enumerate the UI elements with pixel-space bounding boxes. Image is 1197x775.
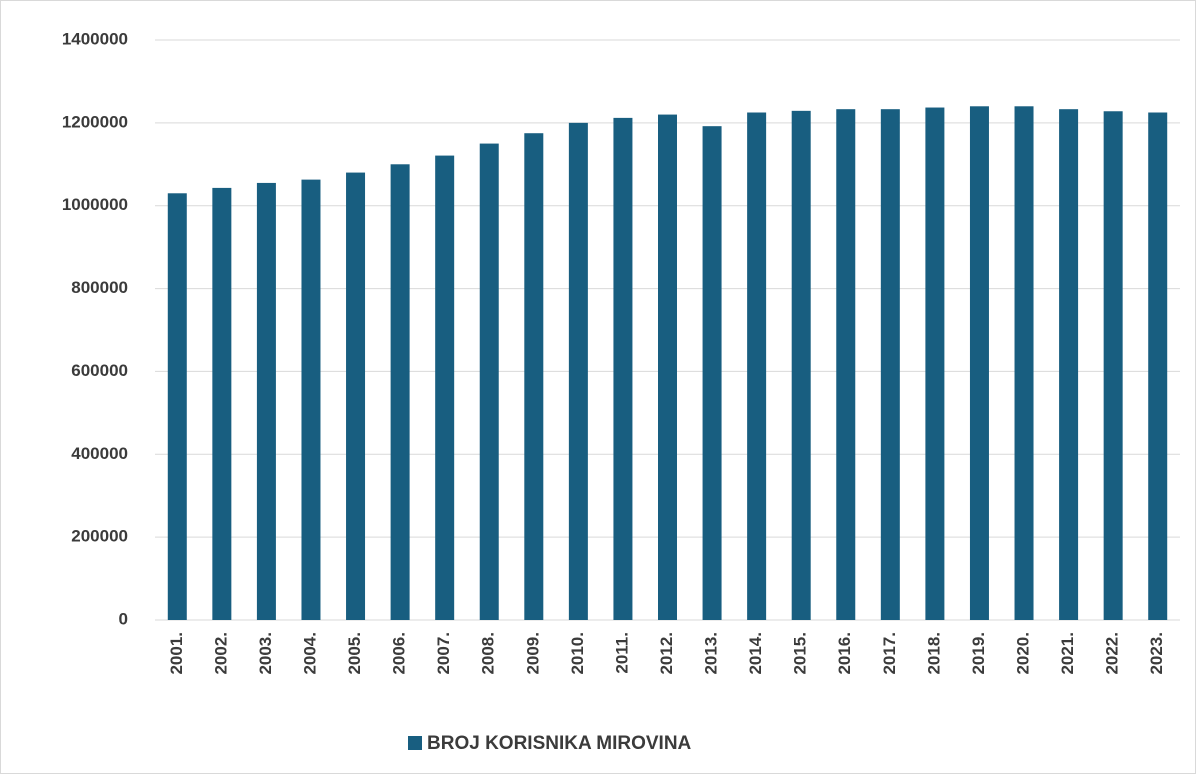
- x-tick-label: 2004.: [300, 632, 319, 675]
- bar: [658, 114, 677, 621]
- y-tick-label: 0: [119, 609, 128, 628]
- x-tick-label: 2023.: [1147, 632, 1166, 675]
- bar: [1103, 111, 1123, 620]
- bar: [702, 126, 722, 621]
- x-tick-label: 2005.: [345, 632, 364, 675]
- y-tick-label: 1000000: [62, 195, 128, 214]
- bar: [791, 110, 811, 620]
- x-tick-label: 2014.: [746, 632, 765, 675]
- y-tick-label: 200000: [71, 527, 128, 546]
- x-tick-label: 2022.: [1103, 632, 1122, 675]
- bar: [747, 112, 767, 620]
- x-tick-label: 2002.: [211, 632, 230, 675]
- x-tick-label: 2011.: [612, 632, 631, 674]
- legend-swatch: [408, 736, 422, 750]
- y-tick-label: 800000: [71, 278, 128, 297]
- bar: [390, 164, 410, 621]
- legend-label: BROJ KORISNIKA MIROVINA: [427, 733, 692, 754]
- x-tick-label: 2003.: [256, 632, 275, 675]
- x-tick-label: 2013.: [702, 632, 721, 675]
- bar: [568, 122, 588, 620]
- bar: [1059, 109, 1079, 620]
- bar: [524, 133, 544, 620]
- bar: [479, 143, 499, 621]
- bar: [925, 107, 945, 621]
- bar: [167, 193, 187, 621]
- x-tick-label: 2007.: [434, 632, 453, 675]
- x-tick-label: 2016.: [835, 632, 854, 675]
- x-tick-label: 2012.: [657, 632, 676, 675]
- bar: [836, 109, 856, 620]
- bar: [1148, 112, 1168, 620]
- bar: [613, 117, 633, 620]
- x-tick-label: 2009.: [523, 632, 542, 675]
- x-tick-label: 2018.: [924, 632, 943, 675]
- x-tick-label: 2015.: [791, 632, 810, 675]
- bar: [969, 106, 989, 621]
- y-tick-label: 600000: [71, 361, 128, 380]
- x-tick-label: 2021.: [1058, 632, 1077, 675]
- bar: [880, 109, 900, 620]
- bar: [435, 155, 455, 621]
- bar: [212, 187, 232, 620]
- bar: [301, 179, 321, 620]
- y-tick-label: 400000: [71, 444, 128, 463]
- bar: [346, 172, 366, 621]
- x-tick-label: 2001.: [167, 632, 186, 675]
- x-tick-label: 2010.: [568, 632, 587, 675]
- x-tick-label: 2008.: [479, 632, 498, 675]
- bar: [1014, 106, 1034, 621]
- bar: [256, 182, 276, 620]
- y-tick-label: 1400000: [62, 29, 128, 48]
- x-tick-label: 2019.: [969, 632, 988, 675]
- x-tick-label: 2020.: [1014, 632, 1033, 675]
- y-tick-label: 1200000: [62, 112, 128, 131]
- x-tick-label: 2017.: [880, 632, 899, 675]
- x-tick-label: 2006.: [390, 632, 409, 675]
